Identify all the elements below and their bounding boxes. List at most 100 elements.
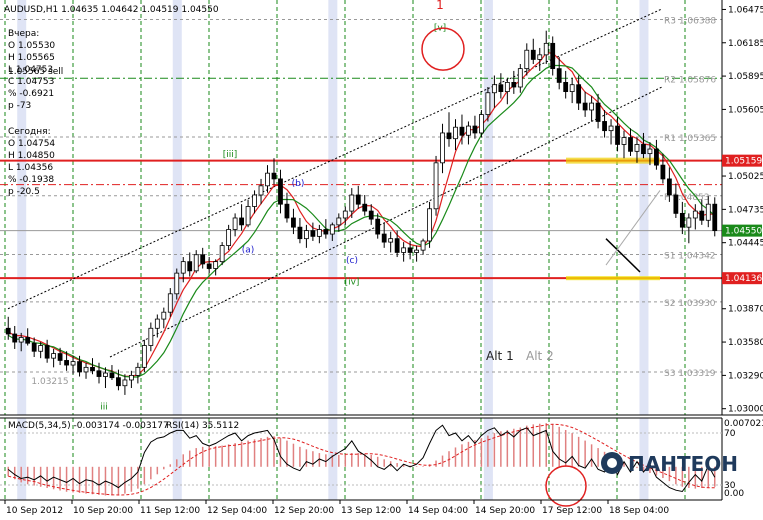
time-tick-label: 12 Sep 20:00 bbox=[274, 506, 334, 516]
time-band bbox=[328, 0, 338, 415]
candle-body bbox=[44, 345, 50, 359]
candle-body bbox=[284, 203, 290, 219]
price-tick-label: 1.03290 bbox=[728, 371, 763, 381]
candle-body bbox=[705, 203, 711, 221]
alt-2-label: Alt 2 bbox=[526, 349, 554, 363]
candle-body bbox=[414, 249, 419, 253]
candle-body bbox=[712, 203, 718, 232]
candle-body bbox=[381, 233, 387, 243]
candle-body bbox=[128, 374, 134, 381]
pantheon-logo: ПАНТЕОН bbox=[601, 452, 738, 476]
time-band-indicator bbox=[639, 418, 649, 500]
price-tag-text: 1.05159 bbox=[725, 157, 762, 167]
candle-body bbox=[342, 210, 348, 219]
price-tag-box bbox=[722, 224, 762, 237]
candle-body bbox=[641, 144, 646, 155]
candle-body bbox=[57, 353, 63, 361]
candle-body bbox=[666, 178, 672, 196]
candle-body bbox=[453, 126, 458, 140]
candle-body bbox=[543, 42, 549, 56]
time-tick-label: 13 Sep 12:00 bbox=[341, 506, 401, 516]
time-band bbox=[17, 0, 27, 415]
price-level-label: S1 1.04342 bbox=[664, 252, 716, 262]
info-today-line: p -20.5 bbox=[8, 187, 40, 197]
price-tick-label: 1.06185 bbox=[728, 39, 763, 49]
info-yesterday-line: p -73 bbox=[8, 101, 31, 111]
candle-body bbox=[498, 84, 504, 92]
candle-body bbox=[239, 217, 244, 226]
info-yesterday-line: C 1.04753 bbox=[8, 77, 54, 87]
candle-body bbox=[602, 121, 607, 132]
candle-body bbox=[109, 372, 115, 379]
candle-body bbox=[135, 366, 141, 376]
candle-body bbox=[291, 217, 296, 228]
candle-body bbox=[401, 247, 407, 253]
candle-body bbox=[316, 229, 322, 237]
candle-body bbox=[154, 318, 160, 329]
info-yesterday-line: O 1.05530 bbox=[8, 41, 55, 51]
candle-body bbox=[64, 360, 69, 366]
candle-body bbox=[18, 337, 24, 343]
candle-body bbox=[349, 194, 355, 212]
info-yesterday-line: H 1.05565 bbox=[8, 53, 55, 63]
price-tick-label: 1.03000 bbox=[728, 405, 763, 415]
candle-body bbox=[193, 254, 199, 272]
indicator-window: 0.007023 0.00 70 30 MACD(5,34,5) -0.003174 … bbox=[0, 414, 763, 507]
candle-body bbox=[692, 210, 698, 219]
channel-lower-line bbox=[109, 86, 663, 358]
wave-label: [iv] bbox=[345, 278, 360, 288]
rsi-path bbox=[7, 424, 716, 493]
info-today-line: % -0.1938 bbox=[8, 175, 54, 185]
candle-body bbox=[103, 372, 108, 377]
wave-label: (b) bbox=[292, 179, 305, 189]
candle-body bbox=[420, 240, 426, 251]
candle-body bbox=[258, 185, 264, 196]
ma-slow-line bbox=[7, 64, 716, 378]
candle-body bbox=[148, 327, 154, 346]
candle-body bbox=[25, 337, 31, 344]
candle-body bbox=[31, 342, 37, 352]
macd-label: MACD(5,34,5) -0.003174 -0.003177 bbox=[8, 421, 169, 431]
moving-averages bbox=[7, 52, 716, 378]
candle-body bbox=[511, 82, 517, 88]
candle-body bbox=[122, 379, 128, 387]
wave-label: (a) bbox=[242, 245, 255, 255]
rsi-tick-label: 70 bbox=[724, 429, 736, 439]
candle-body bbox=[271, 172, 277, 180]
candle-body bbox=[524, 49, 530, 70]
rsi-line bbox=[7, 424, 716, 493]
candle-body bbox=[329, 224, 335, 235]
candle-body bbox=[394, 238, 400, 253]
candle-body bbox=[219, 245, 225, 263]
time-axis: 10 Sep 2012 10 Sep 20:00 11 Sep 12:00 12 Se… bbox=[0, 499, 722, 516]
candle-body bbox=[654, 148, 659, 166]
time-band-indicator bbox=[17, 418, 27, 500]
price-tick-label: 1.03580 bbox=[728, 338, 763, 348]
time-tick-label: 18 Sep 04:00 bbox=[609, 506, 669, 516]
time-band bbox=[172, 0, 182, 415]
time-band-indicator bbox=[172, 418, 182, 500]
candle-body bbox=[323, 229, 329, 235]
level-highlight bbox=[566, 276, 660, 281]
candle-body bbox=[232, 217, 238, 230]
candle-body bbox=[213, 261, 219, 269]
time-band bbox=[483, 0, 493, 415]
candle-body bbox=[660, 164, 666, 180]
candle-body bbox=[12, 333, 18, 343]
price-levels: R3 1.06388 R2 1.05876 R1 1.05365 P 1.04853 S… bbox=[0, 16, 722, 379]
price-tick-label: 1.05605 bbox=[728, 105, 763, 115]
candle-body bbox=[537, 54, 543, 60]
candle-body bbox=[647, 148, 653, 155]
candle-body bbox=[530, 49, 536, 60]
info-today-line: H 1.04850 bbox=[8, 151, 55, 161]
forecast-alt2-line bbox=[605, 190, 661, 266]
candle-body bbox=[589, 102, 595, 111]
price-level-label: R1 1.05365 bbox=[664, 134, 716, 144]
price-tag-box bbox=[722, 154, 762, 167]
candlestick-series bbox=[5, 30, 718, 395]
symbol-header: AUDUSD,H1 1.04635 1.04642 1.04519 1.0455… bbox=[4, 5, 219, 15]
candle-body bbox=[174, 272, 180, 295]
price-level-label: R3 1.06388 bbox=[664, 16, 716, 26]
candle-body bbox=[433, 162, 439, 210]
